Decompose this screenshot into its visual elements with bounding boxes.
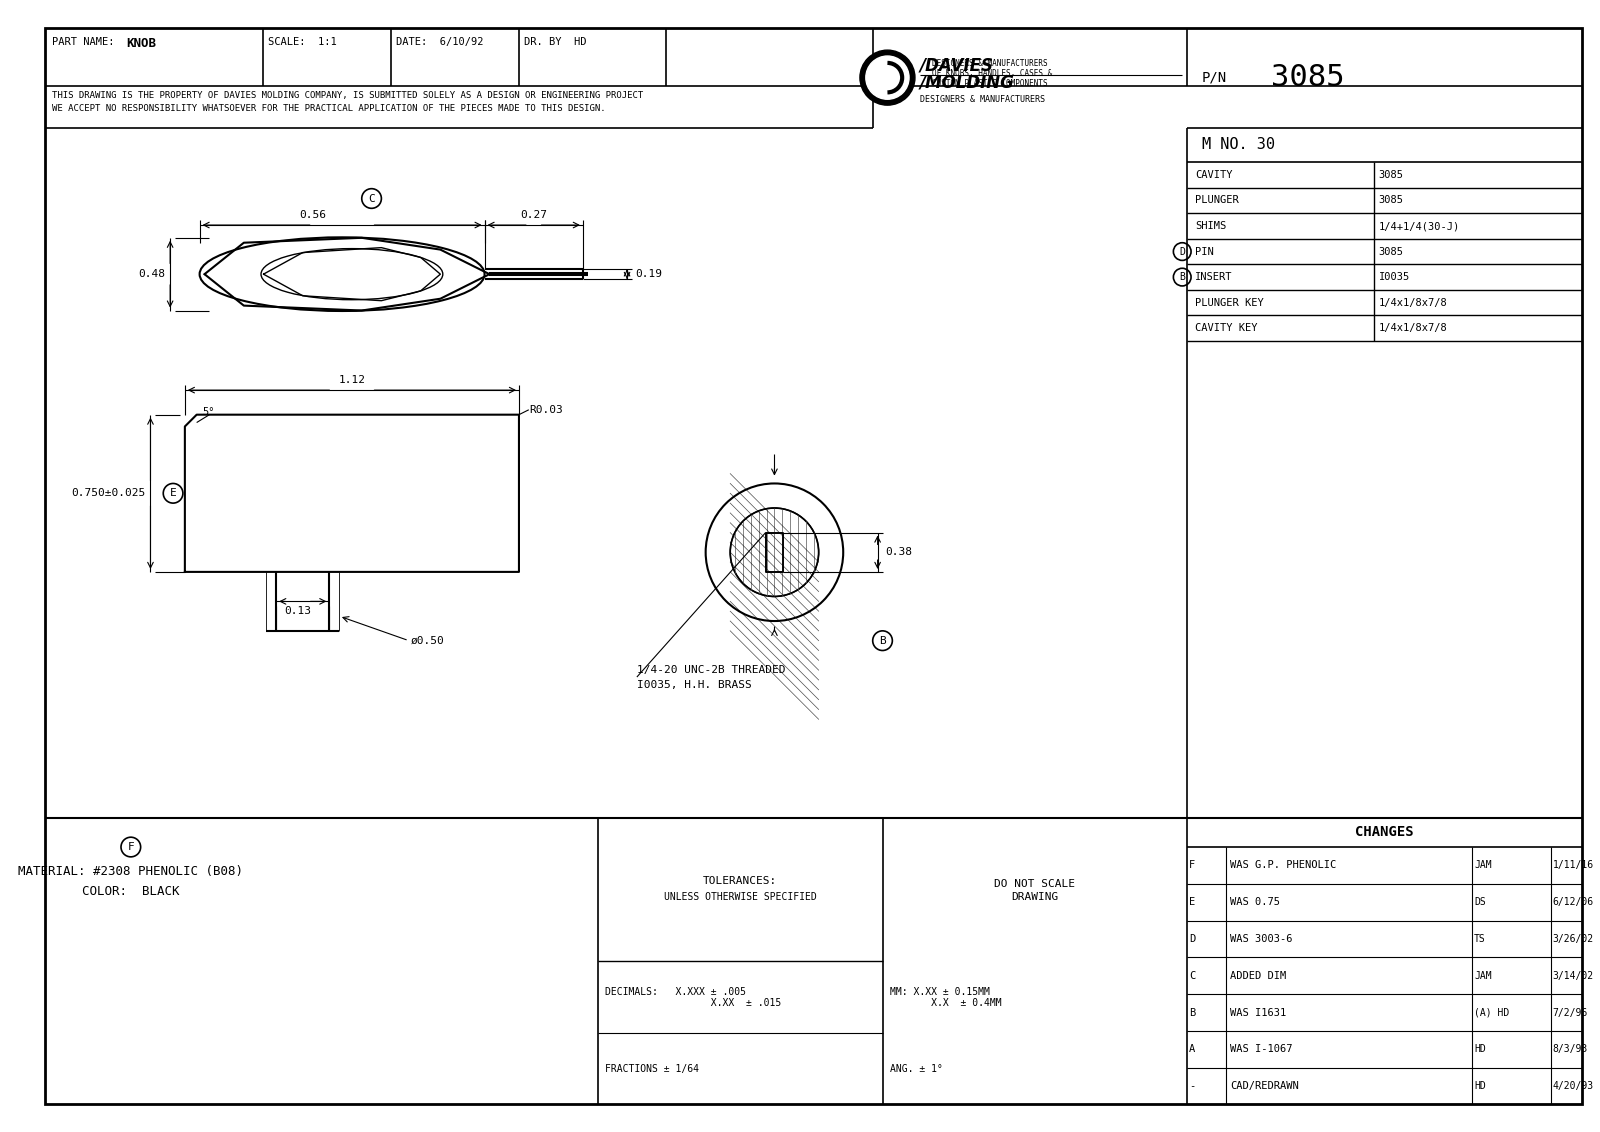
Text: ø0.50: ø0.50: [411, 636, 445, 645]
Text: 3/26/02: 3/26/02: [1552, 934, 1594, 944]
Bar: [765, 532, 784, 572]
Text: WAS G.P. PHENOLIC: WAS G.P. PHENOLIC: [1230, 860, 1336, 871]
Text: PLUNGER KEY: PLUNGER KEY: [1195, 298, 1264, 308]
Text: WAS 0.75: WAS 0.75: [1230, 898, 1280, 907]
Text: 0.13: 0.13: [285, 607, 312, 616]
Text: B: B: [1179, 272, 1186, 282]
Text: PLUNGER: PLUNGER: [1195, 196, 1238, 206]
Text: /MOLDING: /MOLDING: [920, 74, 1014, 92]
Text: 1/4x1/8x7/8: 1/4x1/8x7/8: [1379, 298, 1448, 308]
Text: KNOB: KNOB: [126, 37, 155, 50]
Text: 8/3/93: 8/3/93: [1552, 1045, 1587, 1054]
Text: 3085: 3085: [1379, 196, 1403, 206]
Text: E: E: [170, 488, 176, 498]
Text: WAS 3003-6: WAS 3003-6: [1230, 934, 1293, 944]
Text: 1/4x1/8x7/8: 1/4x1/8x7/8: [1379, 324, 1448, 333]
Text: 3085: 3085: [1270, 63, 1344, 92]
Text: 6/12/06: 6/12/06: [1552, 898, 1594, 907]
Text: JAM: JAM: [1474, 860, 1491, 871]
Text: ANG. ± 1°: ANG. ± 1°: [890, 1064, 944, 1074]
Text: F: F: [1189, 860, 1195, 871]
Text: P/N: P/N: [1202, 70, 1227, 85]
Text: THIS DRAWING IS THE PROPERTY OF DAVIES MOLDING COMPANY, IS SUBMITTED SOLELY AS A: THIS DRAWING IS THE PROPERTY OF DAVIES M…: [53, 92, 643, 101]
Text: 1/11/16: 1/11/16: [1552, 860, 1594, 871]
Text: WE ACCEPT NO RESPONSIBILITY WHATSOEVER FOR THE PRACTICAL APPLICATION OF THE PIEC: WE ACCEPT NO RESPONSIBILITY WHATSOEVER F…: [53, 104, 606, 113]
Text: CHANGES: CHANGES: [1355, 825, 1414, 839]
Text: C: C: [1189, 971, 1195, 980]
Text: DECIMALS:   X.XXX ± .005
                  X.XX  ± .015: DECIMALS: X.XXX ± .005 X.XX ± .015: [605, 987, 782, 1009]
Text: -: -: [1189, 1081, 1195, 1091]
Text: DESIGNERS & MANUFACTURERS: DESIGNERS & MANUFACTURERS: [920, 95, 1045, 104]
Text: F: F: [128, 842, 134, 852]
Text: D: D: [1179, 247, 1186, 257]
Text: HD: HD: [1474, 1081, 1486, 1091]
Text: UNLESS OTHERWISE SPECIFIED: UNLESS OTHERWISE SPECIFIED: [664, 892, 816, 902]
Text: COLOR:  BLACK: COLOR: BLACK: [82, 885, 179, 898]
Text: /DAVIES: /DAVIES: [920, 57, 994, 75]
Text: 7/2/96: 7/2/96: [1552, 1007, 1587, 1018]
Text: MATERIAL: #2308 PHENOLIC (B08): MATERIAL: #2308 PHENOLIC (B08): [18, 865, 243, 878]
Text: A: A: [1189, 1045, 1195, 1054]
Text: 1/4-20 UNC-2B THREADED: 1/4-20 UNC-2B THREADED: [637, 666, 786, 675]
Text: OF KNOBS, HANDLES, CASES &: OF KNOBS, HANDLES, CASES &: [931, 69, 1051, 78]
Text: 0.38: 0.38: [885, 547, 912, 557]
Text: DRAWING: DRAWING: [1011, 892, 1059, 902]
Text: DO NOT SCALE: DO NOT SCALE: [994, 880, 1075, 890]
Text: 0.750±0.025: 0.750±0.025: [72, 488, 146, 498]
Text: CAVITY: CAVITY: [1195, 170, 1232, 180]
Text: INSERT: INSERT: [1195, 272, 1232, 282]
Text: 0.56: 0.56: [299, 211, 326, 220]
Text: TS: TS: [1474, 934, 1486, 944]
Text: DR. BY  HD: DR. BY HD: [523, 37, 586, 48]
Text: R0.03: R0.03: [528, 405, 563, 414]
Text: CAVITY KEY: CAVITY KEY: [1195, 324, 1258, 333]
Text: MM: X.XX ± 0.15MM
       X.X  ± 0.4MM: MM: X.XX ± 0.15MM X.X ± 0.4MM: [890, 987, 1002, 1009]
Text: (A) HD: (A) HD: [1474, 1007, 1509, 1018]
Text: DESIGNERS & MANUFACTURERS: DESIGNERS & MANUFACTURERS: [931, 59, 1048, 68]
Text: 4/20/93: 4/20/93: [1552, 1081, 1594, 1091]
Text: JAM: JAM: [1474, 971, 1491, 980]
Text: I0035, H.H. BRASS: I0035, H.H. BRASS: [637, 680, 752, 689]
Text: M NO. 30: M NO. 30: [1202, 137, 1275, 153]
Text: C: C: [368, 194, 374, 204]
Text: WAS I-1067: WAS I-1067: [1230, 1045, 1293, 1054]
Text: TOLERANCES:: TOLERANCES:: [702, 876, 778, 886]
Text: D: D: [1189, 934, 1195, 944]
Text: PIN: PIN: [1195, 247, 1214, 257]
Text: SHIMS: SHIMS: [1195, 221, 1226, 231]
Text: DS: DS: [1474, 898, 1486, 907]
Text: 1.12: 1.12: [339, 375, 365, 385]
Text: 0.27: 0.27: [520, 211, 547, 220]
Text: FRACTIONS ± 1/64: FRACTIONS ± 1/64: [605, 1064, 699, 1074]
Text: 0.19: 0.19: [635, 269, 662, 280]
Text: 0.48: 0.48: [138, 269, 165, 280]
Text: PART NAME:: PART NAME:: [53, 37, 115, 48]
Circle shape: [859, 50, 915, 105]
Text: DATE:  6/10/92: DATE: 6/10/92: [397, 37, 483, 48]
Circle shape: [866, 55, 909, 100]
Text: I0035: I0035: [1379, 272, 1410, 282]
Text: 3085: 3085: [1379, 247, 1403, 257]
Text: ADDED DIM: ADDED DIM: [1230, 971, 1286, 980]
Text: E: E: [1189, 898, 1195, 907]
Text: HD: HD: [1474, 1045, 1486, 1054]
Text: 5°: 5°: [203, 406, 214, 417]
Text: CUSTOM PLASTIC COMPONENTS: CUSTOM PLASTIC COMPONENTS: [931, 79, 1048, 88]
Text: WAS I1631: WAS I1631: [1230, 1007, 1286, 1018]
Text: SCALE:  1:1: SCALE: 1:1: [269, 37, 338, 48]
Text: 1/4+1/4(30-J): 1/4+1/4(30-J): [1379, 221, 1459, 231]
Text: 3/14/02: 3/14/02: [1552, 971, 1594, 980]
Text: 3085: 3085: [1379, 170, 1403, 180]
Text: B: B: [1189, 1007, 1195, 1018]
Text: CAD/REDRAWN: CAD/REDRAWN: [1230, 1081, 1299, 1091]
Text: B: B: [878, 636, 886, 645]
